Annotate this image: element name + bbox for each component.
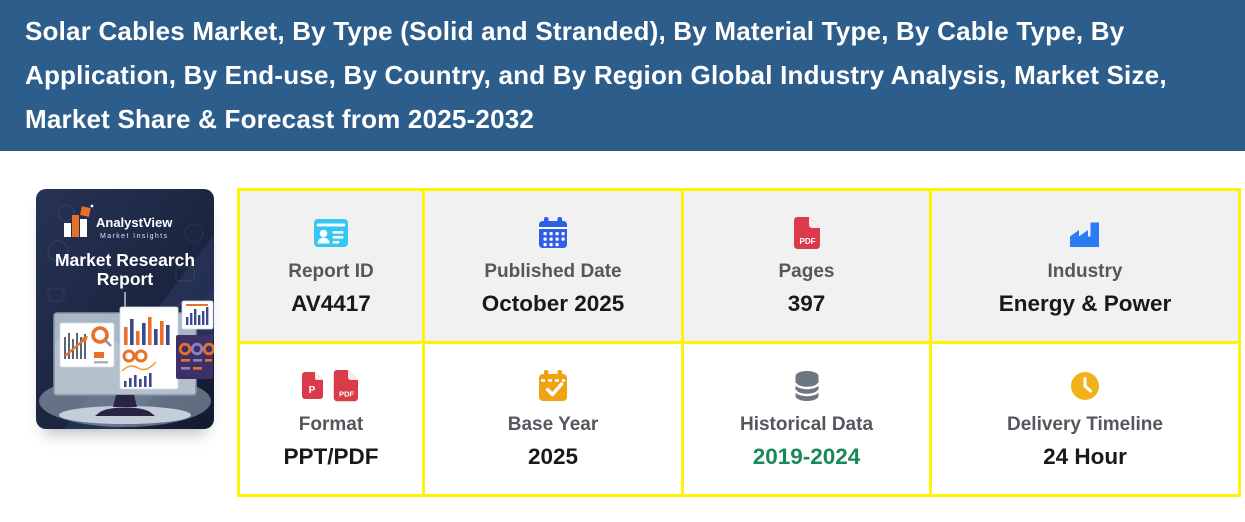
pdf-file-icon: PDF bbox=[793, 214, 820, 252]
id-card-icon bbox=[314, 214, 348, 252]
factory-icon bbox=[1069, 214, 1101, 252]
brand-tagline: Market Insights bbox=[100, 233, 168, 240]
card-value: PPT/PDF bbox=[283, 444, 379, 469]
card-label: Report ID bbox=[288, 261, 374, 282]
report-title-line-3: Market Share & Forecast from 2025-2032 bbox=[25, 104, 535, 134]
database-icon bbox=[792, 367, 822, 405]
ppt-pdf-files-icon: P PDF bbox=[302, 367, 360, 405]
card-format: P PDF Format PPT/PDF bbox=[240, 344, 422, 494]
report-title-line-2: Application, By End-use, By Country, and… bbox=[25, 60, 1167, 90]
card-report-id: Report ID AV4417 bbox=[240, 191, 422, 341]
analystview-logo-icon: AnalystView Market Insights bbox=[64, 204, 173, 240]
card-label: Delivery Timeline bbox=[1007, 414, 1163, 435]
card-industry: Industry Energy & Power bbox=[932, 191, 1238, 341]
card-label: Pages bbox=[778, 261, 835, 282]
card-label: Format bbox=[298, 414, 364, 435]
card-base-year: Base Year 2025 bbox=[425, 344, 681, 494]
card-label: Base Year bbox=[507, 414, 599, 435]
svg-text:P: P bbox=[309, 385, 316, 396]
card-label: Published Date bbox=[484, 261, 622, 282]
report-title-line-1: Solar Cables Market, By Type (Solid and … bbox=[25, 16, 1125, 46]
card-delivery-timeline: Delivery Timeline 24 Hour bbox=[932, 344, 1238, 494]
cover-chart-middle bbox=[119, 306, 179, 390]
card-label: Industry bbox=[1047, 261, 1123, 282]
card-pages: PDF Pages 397 bbox=[684, 191, 929, 341]
calendar-check-icon bbox=[538, 367, 568, 405]
cover-title-line-1: Market Research bbox=[55, 250, 195, 270]
brand-name: AnalystView bbox=[96, 215, 173, 230]
card-value: 24 Hour bbox=[1043, 444, 1127, 469]
card-value: Energy & Power bbox=[998, 291, 1172, 316]
title-banner: Solar Cables Market, By Type (Solid and … bbox=[0, 0, 1245, 151]
card-label: Historical Data bbox=[739, 414, 874, 435]
report-cover-illustration: AnalystView Market Insights Market Resea… bbox=[36, 189, 214, 429]
cover-chart-top-right bbox=[181, 300, 214, 330]
svg-text:PDF: PDF bbox=[339, 390, 354, 399]
report-cover-thumbnail: AnalystView Market Insights Market Resea… bbox=[36, 189, 214, 429]
clock-icon bbox=[1070, 367, 1100, 405]
card-historical-data: Historical Data 2019-2024 bbox=[684, 344, 929, 494]
card-published-date: Published Date October 2025 bbox=[425, 191, 681, 341]
card-value: 2025 bbox=[527, 444, 579, 469]
card-value: 2019-2024 bbox=[752, 444, 861, 469]
calendar-icon bbox=[538, 214, 568, 252]
report-meta-grid: Report ID AV4417 Published Date Oc bbox=[237, 188, 1241, 497]
card-value: 397 bbox=[787, 291, 826, 316]
svg-text:PDF: PDF bbox=[799, 237, 815, 246]
cover-title-line-2: Report bbox=[97, 269, 154, 289]
card-value: AV4417 bbox=[291, 291, 371, 316]
cover-chart-purple-panel bbox=[176, 335, 214, 379]
cover-chart-left bbox=[59, 322, 115, 368]
card-value: October 2025 bbox=[481, 291, 625, 316]
